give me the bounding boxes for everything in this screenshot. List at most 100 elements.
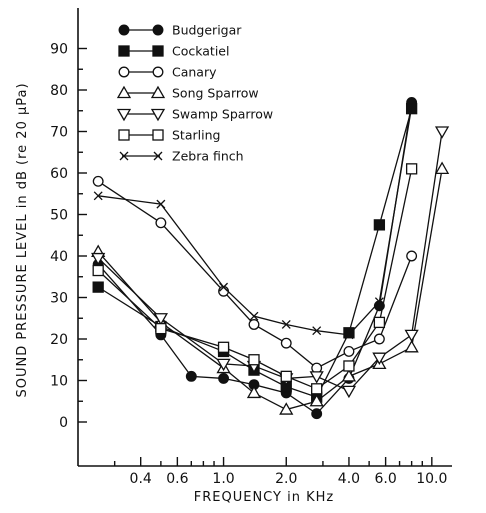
legend-marker-end [152, 45, 164, 57]
data-point-zebra-finch [407, 102, 417, 112]
y-tick-label: 90 [50, 42, 68, 58]
data-point-song-sparrow [341, 369, 357, 382]
data-point-song-sparrow [246, 385, 262, 399]
legend-marker-start [118, 45, 130, 57]
series-line-zebra-finch [98, 106, 413, 336]
data-point-canary [155, 217, 167, 229]
legend-marker-start [118, 129, 130, 141]
legend-label: Zebra finch [172, 149, 244, 164]
data-point-starling [92, 264, 104, 277]
data-point-song-sparrow [279, 402, 294, 415]
data-point-song-sparrow [309, 393, 324, 407]
data-point-canary [343, 346, 355, 357]
y-tick-label: 30 [50, 291, 68, 307]
series-zebra-finch [93, 102, 417, 340]
legend-marker-start [119, 151, 129, 161]
legend-marker-start [116, 108, 132, 122]
data-point-swamp-sparrow [216, 358, 231, 372]
legend-label: Cockatiel [172, 44, 229, 59]
x-marker-stroke [249, 311, 259, 321]
data-point-canary [248, 319, 260, 330]
x-tick-label: 2.0 [275, 471, 297, 487]
data-point-song-sparrow [404, 339, 419, 353]
x-axis-title: FREQUENCY in KHz [194, 490, 334, 505]
x-marker-stroke [156, 199, 166, 209]
data-point-cockatiel [373, 219, 386, 231]
legend-marker-end [152, 129, 164, 141]
legend-marker-end [153, 151, 163, 161]
x-marker-stroke [374, 297, 384, 307]
legend-marker-end [150, 108, 166, 122]
x-marker-stroke [119, 151, 129, 161]
series-layer [91, 96, 450, 420]
x-tick-label: 6.0 [374, 471, 396, 487]
legend-label: Canary [172, 65, 217, 80]
legend-item-budgerigar: Budgerigar [118, 23, 242, 38]
series-line-budgerigar [97, 102, 413, 415]
data-point-starling [155, 322, 167, 335]
data-point-budgerigar [185, 370, 197, 382]
legend-marker-start [116, 85, 132, 99]
data-point-swamp-sparrow [341, 385, 357, 399]
data-point-starling [405, 163, 418, 175]
y-tick-label: 70 [50, 125, 68, 141]
data-point-zebra-finch [344, 330, 354, 340]
x-marker-stroke [219, 282, 229, 292]
x-marker-stroke [407, 102, 417, 112]
legend-item-song-sparrow: Song Sparrow [116, 85, 259, 101]
x-tick-label: 0.4 [130, 471, 152, 487]
data-point-canary [92, 175, 104, 187]
legend-item-starling: Starling [118, 128, 220, 143]
x-tick-label: 4.0 [338, 471, 360, 487]
data-point-canary [406, 250, 418, 262]
series-line-cockatiel [97, 108, 413, 398]
data-point-zebra-finch [281, 320, 291, 329]
legend-marker-start [118, 24, 130, 36]
data-point-starling [343, 360, 355, 372]
data-point-swamp-sparrow [434, 126, 450, 139]
data-point-starling [311, 383, 323, 395]
legend-item-canary: Canary [118, 65, 217, 80]
data-point-canary [280, 337, 292, 349]
x-axis-ticks: 0.4 0.6 1.0 2.0 4.0 6.0 10.0 [113, 457, 447, 487]
x-tick-label: 1.0 [212, 471, 234, 487]
x-tick-label: 0.6 [166, 471, 188, 487]
legend-label: Starling [172, 128, 220, 143]
data-point-zebra-finch [249, 311, 259, 321]
series-line-swamp-sparrow [97, 131, 443, 392]
series-line-song-sparrow [97, 168, 443, 411]
legend-marker-end [152, 24, 164, 36]
x-marker-stroke [281, 320, 291, 329]
y-tick-label: 80 [50, 83, 68, 99]
data-point-swamp-sparrow [372, 352, 387, 365]
legend-item-zebra-finch: Zebra finch [119, 149, 244, 164]
series-song-sparrow [91, 161, 450, 415]
data-point-swamp-sparrow [153, 313, 168, 326]
x-tick-label: 10.0 [416, 471, 447, 487]
y-tick-label: 20 [50, 332, 68, 348]
y-axis-ticks: 0 10 20 30 40 50 60 70 80 90 [50, 42, 87, 431]
x-marker-stroke [93, 191, 103, 201]
data-point-zebra-finch [219, 282, 229, 292]
legend-label: Budgerigar [172, 23, 242, 38]
y-axis-title: SOUND PRESSURE LEVEL in dB (re 20 μPa) [15, 82, 30, 397]
data-point-swamp-sparrow [309, 371, 324, 384]
y-tick-label: 0 [59, 415, 68, 431]
legend-label: Song Sparrow [172, 86, 259, 101]
x-marker-stroke [312, 326, 322, 336]
data-point-swamp-sparrow [91, 252, 106, 266]
data-point-swamp-sparrow [404, 329, 419, 343]
series-starling [92, 163, 418, 395]
data-point-starling [217, 341, 230, 353]
y-tick-label: 40 [50, 249, 68, 265]
data-point-starling [248, 354, 260, 366]
legend-marker-start [118, 66, 130, 78]
data-point-zebra-finch [156, 199, 166, 209]
y-tick-label: 60 [50, 166, 68, 182]
legend-item-cockatiel: Cockatiel [118, 44, 229, 59]
data-point-canary [373, 333, 385, 345]
x-marker-stroke [344, 330, 354, 340]
x-marker-stroke [153, 151, 163, 161]
data-point-budgerigar [311, 408, 323, 420]
